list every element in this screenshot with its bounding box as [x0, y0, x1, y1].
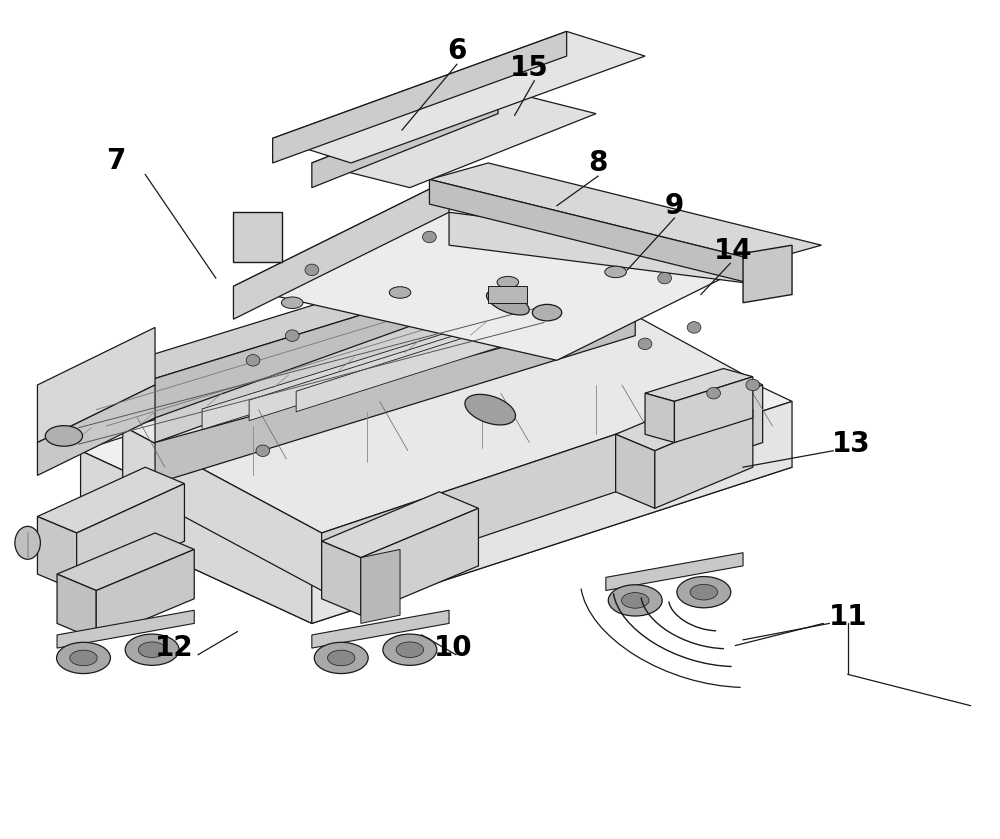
- Ellipse shape: [57, 643, 110, 674]
- Circle shape: [746, 379, 760, 391]
- Polygon shape: [155, 245, 635, 442]
- Polygon shape: [37, 385, 155, 476]
- Polygon shape: [655, 409, 753, 508]
- Text: 14: 14: [714, 237, 753, 265]
- Polygon shape: [123, 278, 763, 533]
- Ellipse shape: [532, 305, 562, 320]
- Polygon shape: [37, 467, 184, 533]
- Ellipse shape: [497, 276, 519, 288]
- Polygon shape: [273, 31, 645, 163]
- Ellipse shape: [281, 297, 303, 309]
- Polygon shape: [449, 212, 772, 286]
- Polygon shape: [123, 426, 322, 591]
- Ellipse shape: [45, 425, 83, 446]
- Polygon shape: [645, 393, 674, 442]
- Polygon shape: [322, 492, 478, 558]
- Ellipse shape: [328, 650, 355, 666]
- Text: 15: 15: [510, 54, 549, 81]
- Polygon shape: [606, 553, 743, 591]
- Ellipse shape: [70, 650, 97, 666]
- Polygon shape: [233, 180, 449, 319]
- Polygon shape: [429, 180, 763, 286]
- Ellipse shape: [138, 642, 166, 658]
- Ellipse shape: [383, 634, 437, 665]
- Polygon shape: [249, 260, 694, 420]
- Polygon shape: [273, 31, 567, 163]
- Circle shape: [707, 388, 720, 399]
- Polygon shape: [81, 451, 312, 623]
- Polygon shape: [81, 229, 561, 401]
- Polygon shape: [645, 368, 753, 401]
- Polygon shape: [361, 508, 478, 615]
- Polygon shape: [96, 550, 194, 640]
- Polygon shape: [616, 435, 655, 508]
- Circle shape: [285, 330, 299, 341]
- Text: 8: 8: [588, 149, 608, 177]
- Polygon shape: [743, 245, 792, 303]
- Text: 6: 6: [447, 37, 467, 65]
- Ellipse shape: [15, 526, 40, 560]
- Polygon shape: [57, 610, 194, 648]
- Polygon shape: [616, 393, 753, 451]
- Circle shape: [256, 445, 270, 456]
- Polygon shape: [296, 255, 723, 412]
- Polygon shape: [429, 163, 821, 262]
- Text: 7: 7: [106, 147, 126, 175]
- Polygon shape: [81, 253, 561, 442]
- Ellipse shape: [125, 634, 179, 665]
- Polygon shape: [674, 377, 753, 442]
- Text: 10: 10: [434, 634, 472, 662]
- Polygon shape: [155, 311, 635, 483]
- Polygon shape: [312, 89, 596, 188]
- Polygon shape: [81, 360, 792, 623]
- Polygon shape: [361, 550, 400, 623]
- Ellipse shape: [677, 576, 731, 607]
- Polygon shape: [233, 180, 772, 360]
- Polygon shape: [312, 401, 792, 623]
- Circle shape: [638, 338, 652, 350]
- Polygon shape: [57, 574, 96, 640]
- Polygon shape: [312, 89, 498, 188]
- Ellipse shape: [314, 643, 368, 674]
- Ellipse shape: [605, 266, 626, 278]
- Polygon shape: [488, 286, 527, 303]
- Ellipse shape: [396, 642, 424, 658]
- Circle shape: [305, 264, 319, 276]
- Ellipse shape: [622, 592, 649, 608]
- Text: 13: 13: [832, 430, 870, 458]
- Ellipse shape: [690, 584, 718, 600]
- Polygon shape: [77, 483, 184, 591]
- Polygon shape: [312, 610, 449, 648]
- Text: 11: 11: [829, 603, 867, 631]
- Ellipse shape: [608, 585, 662, 616]
- Ellipse shape: [486, 290, 529, 315]
- Circle shape: [246, 355, 260, 366]
- Polygon shape: [37, 327, 155, 442]
- Polygon shape: [202, 265, 665, 430]
- Polygon shape: [57, 533, 194, 591]
- Circle shape: [687, 321, 701, 333]
- Text: 12: 12: [155, 634, 194, 662]
- Circle shape: [423, 232, 436, 242]
- Ellipse shape: [713, 256, 734, 268]
- Polygon shape: [37, 517, 77, 591]
- Ellipse shape: [465, 394, 516, 425]
- Text: 9: 9: [665, 192, 684, 220]
- Circle shape: [658, 273, 672, 284]
- Polygon shape: [322, 541, 361, 615]
- Polygon shape: [322, 385, 763, 591]
- Ellipse shape: [389, 287, 411, 298]
- Polygon shape: [81, 294, 792, 558]
- Polygon shape: [233, 212, 282, 262]
